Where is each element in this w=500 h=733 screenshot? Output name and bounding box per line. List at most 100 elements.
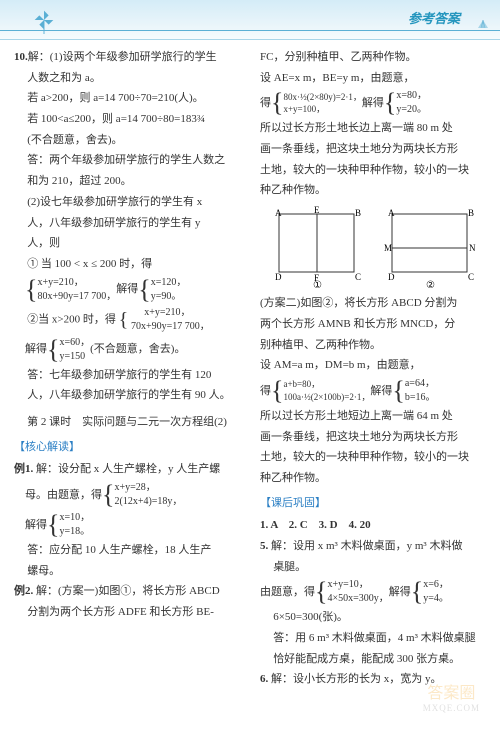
t: ②当 x>200 时，得 xyxy=(27,313,116,325)
text: 解：(方案一)如图①，将长方形 ABCD xyxy=(36,585,220,597)
eq: x+y=210， 70x+90y=17 700， xyxy=(131,306,210,334)
text: 分割为两个长方形 ADFE 和长方形 BE- xyxy=(14,603,240,622)
brace-icon: { xyxy=(47,337,59,363)
brace-icon: { xyxy=(119,309,129,331)
text: 设 AE=x m，BE=y m，由题意， xyxy=(260,69,486,88)
equation-system-r3: 由题意，得 { x+y=10， 4×50x=300y， 解得 { x=6， y=… xyxy=(260,578,486,606)
text: 人，八年级参加研学旅行的学生有 90 人。 xyxy=(14,386,240,405)
eq: a+b=80， 100a·½(2×100b)=2·1， xyxy=(283,378,370,403)
text: 人，八年级参加研学旅行的学生有 y xyxy=(14,214,240,233)
text: 画一条垂线，把这块土地分为两块长方形 xyxy=(260,140,486,159)
text: 人，则 xyxy=(14,234,240,253)
line: 80x+90y=17 700， xyxy=(37,291,116,302)
lbl: A xyxy=(275,208,282,218)
section-practice: 【课后巩固】 xyxy=(260,494,486,513)
label: 6. xyxy=(260,673,268,685)
line: y=4。 xyxy=(423,593,449,604)
lbl: D xyxy=(275,272,282,282)
text: 6×50=300(张)。 xyxy=(260,608,486,627)
text: 得 xyxy=(260,94,271,113)
equation-system-3: 解得 { x=60， y=150 (不合题意，舍去)。 xyxy=(25,336,240,364)
label: 5. xyxy=(260,540,268,552)
line: y=18。 xyxy=(59,526,90,537)
line: y=90。 xyxy=(151,291,182,302)
text: (不合题意，舍去)。 xyxy=(90,340,185,359)
lbl: E xyxy=(314,206,320,215)
equation-system-4: 母。由题意，得 { x+y=28， 2(12x+4)=18y， xyxy=(25,481,240,509)
text: 螺母。 xyxy=(14,562,240,581)
text: 解得 xyxy=(25,340,47,359)
text: 所以过长方形土地短边上离一端 64 m 处 xyxy=(260,407,486,426)
text: 画一条垂线，把这块土地分为两块长方形 xyxy=(260,428,486,447)
watermark-main: 答案圈 xyxy=(423,679,480,703)
eq: 80x·½(2×80y)=2·1， x+y=100， xyxy=(283,91,361,116)
brace-icon: { xyxy=(138,277,150,303)
brace-icon: { xyxy=(25,277,37,303)
line: x=6， xyxy=(423,579,449,590)
right-column: FC，分别种植甲、乙两种作物。 设 AE=x m，BE=y m，由题意， 得 {… xyxy=(250,48,486,691)
text: 答：七年级参加研学旅行的学生有 120 xyxy=(14,366,240,385)
lbl: B xyxy=(355,208,361,218)
example-2: 例2. 解：(方案一)如图①，将长方形 ABCD xyxy=(14,582,240,601)
eq: x=120， y=90。 xyxy=(151,276,187,304)
watermark: 答案圈 MXQE.COM xyxy=(423,679,480,713)
scallop-icon xyxy=(476,20,490,30)
label: 例1. xyxy=(14,463,33,475)
text: ① 当 100 < x ≤ 200 时，得 xyxy=(14,255,240,274)
text: 解得 xyxy=(389,583,411,602)
text: 解：设用 x m³ 木料做桌面，y m³ 木料做 xyxy=(271,540,462,552)
line: x+y=28， xyxy=(114,482,155,493)
text: 土地，较大的一块种甲种作物，较小的一块 xyxy=(260,161,486,180)
text: 种乙种作物。 xyxy=(260,469,486,488)
text: 解得 xyxy=(25,516,47,535)
line: a=64， xyxy=(405,378,435,389)
text: 桌腿。 xyxy=(260,558,486,577)
text: 解得 xyxy=(362,94,384,113)
text: 解：设分配 x 人生产螺栓，y 人生产螺 xyxy=(36,463,220,475)
example-1: 例1. 解：设分配 x 人生产螺栓，y 人生产螺 xyxy=(14,460,240,479)
line: x+y=100， xyxy=(283,104,325,114)
eq: x=80， y=20。 xyxy=(396,89,427,117)
text: 答：用 6 m³ 木料做桌面，4 m³ 木料做桌腿 xyxy=(260,629,486,648)
diagram-1: A E B D F C ① xyxy=(269,206,364,288)
eq: x=60， y=150 xyxy=(59,336,90,364)
eq: x+y=210， 80x+90y=17 700， xyxy=(37,276,116,304)
text: 得 xyxy=(260,382,271,401)
text: 答：应分配 10 人生产螺栓，18 人生产 xyxy=(14,541,240,560)
brace-icon: { xyxy=(411,579,423,605)
text: 解：(1)设两个年级参加研学旅行的学生 xyxy=(28,51,217,63)
problem-10: 10.解：(1)设两个年级参加研学旅行的学生 xyxy=(14,48,240,67)
header-divider xyxy=(0,30,500,31)
section-core: 【核心解读】 xyxy=(14,438,240,457)
brace-icon: { xyxy=(271,90,283,116)
line: x=60， xyxy=(59,337,90,348)
text: 所以过长方形土地长边上离一端 80 m 处 xyxy=(260,119,486,138)
text: 和为 210，超过 200。 xyxy=(14,172,240,191)
line: a+b=80， xyxy=(283,379,320,389)
problem-5: 5. 解：设用 x m³ 木料做桌面，y m³ 木料做 xyxy=(260,537,486,556)
answers-line: 1. A 2. C 3. D 4. 20 xyxy=(260,516,486,535)
label: 10. xyxy=(14,51,28,63)
header-title: 参考答案 xyxy=(408,8,460,27)
content: 10.解：(1)设两个年级参加研学旅行的学生 人数之和为 a。 若 a>200，… xyxy=(0,40,500,699)
text: (不合题意，舍去)。 xyxy=(14,131,240,150)
lbl: N xyxy=(469,243,476,253)
lbl: D xyxy=(388,272,395,282)
text: 若 100<a≤200，则 a=14 700÷80=183¾ xyxy=(14,110,240,129)
line: 2(12x+4)=18y， xyxy=(114,496,182,507)
line: 4×50x=300y， xyxy=(327,593,388,604)
brace-icon: { xyxy=(384,90,396,116)
eq: x+y=10， 4×50x=300y， xyxy=(327,578,388,606)
text: 土地，较大的一块种甲种作物，较小的一块 xyxy=(260,448,486,467)
eq: x=10， y=18。 xyxy=(59,511,90,539)
line: x+y=210， xyxy=(37,277,83,288)
text: 若 a>200，则 a=14 700÷70=210(人)。 xyxy=(14,89,240,108)
lbl: C xyxy=(355,272,361,282)
text: 解得 xyxy=(370,382,392,401)
text: (2)设七年级参加研学旅行的学生有 x xyxy=(14,193,240,212)
text: ②当 x>200 时，得 { x+y=210， 70x+90y=17 700， xyxy=(14,306,240,334)
text: 答：两个年级参加研学旅行的学生人数之 xyxy=(14,151,240,170)
line: y=20。 xyxy=(396,104,427,115)
brace-icon: { xyxy=(392,378,404,404)
eq: x=6， y=4。 xyxy=(423,578,449,606)
